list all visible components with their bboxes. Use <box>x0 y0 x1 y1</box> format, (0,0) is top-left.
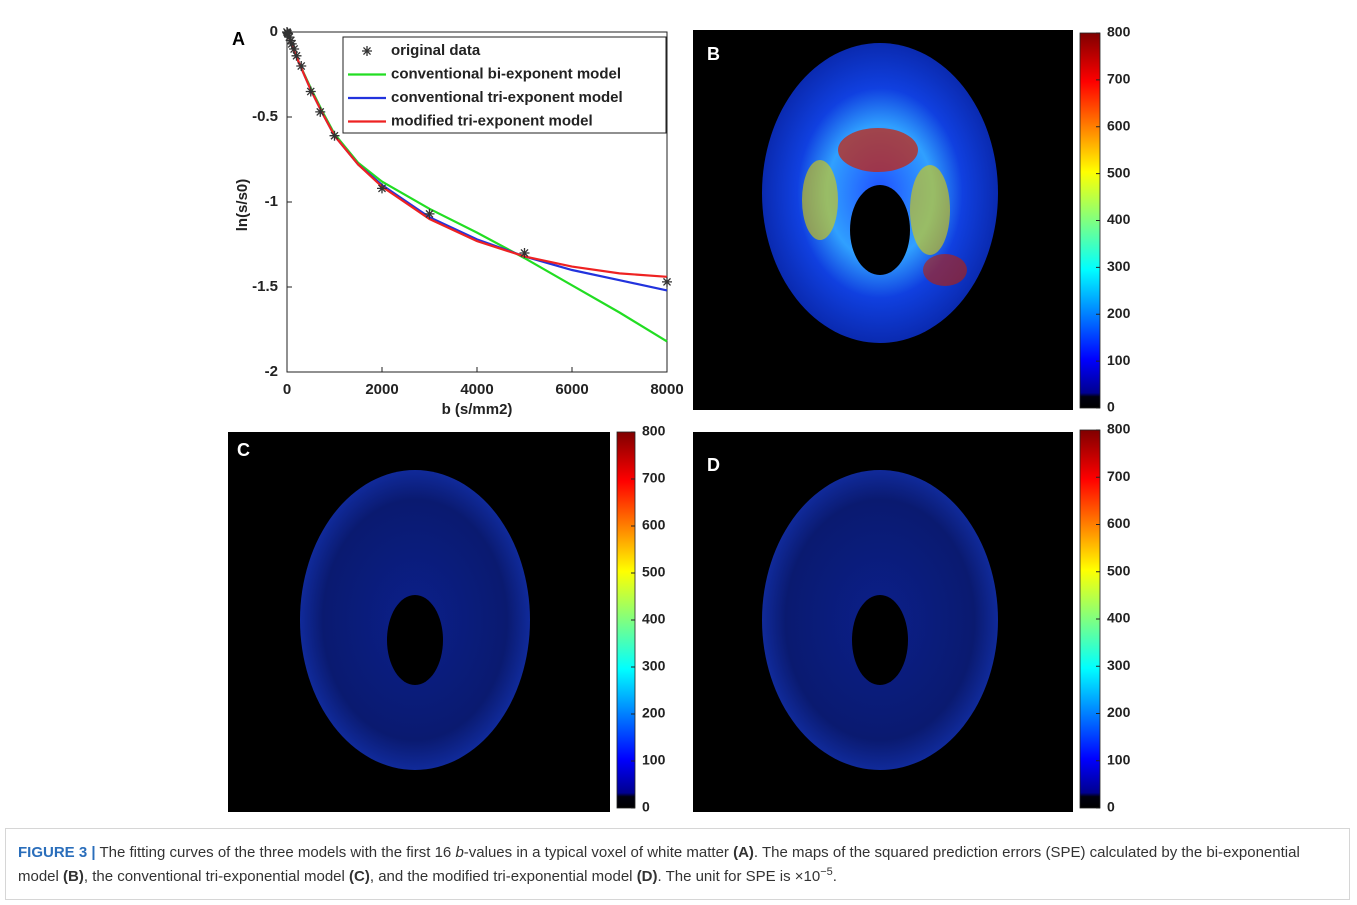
data-point <box>291 50 302 61</box>
y-tick-label: -1.5 <box>252 278 278 295</box>
x-axis-label: b (s/mm2) <box>442 401 513 418</box>
caption-text: . The maps of the squared prediction err… <box>18 844 1300 885</box>
legend: original data conventional bi-exponent mo… <box>342 36 667 134</box>
caption-text: (B) <box>63 868 84 885</box>
colorbar-tick-label: 100 <box>1107 352 1131 368</box>
legend-label: modified tri-exponent model <box>391 112 593 129</box>
data-point <box>286 38 297 49</box>
legend-label: conventional tri-exponent model <box>391 89 623 106</box>
colorbar-tick-label: 200 <box>1107 305 1131 321</box>
colorbar-tick-label: 500 <box>1107 164 1131 180</box>
colorbar-tick-label: 400 <box>1107 211 1131 227</box>
colorbar-tick-label: 700 <box>1107 468 1131 484</box>
caption-text: . <box>832 868 837 885</box>
caption: FIGURE 3 | The fitting curves of the thr… <box>18 841 1343 889</box>
colorbar-tick-label: 600 <box>1107 117 1131 133</box>
caption-text: (D) <box>636 868 658 885</box>
colorbar-tick-label: 100 <box>642 752 666 768</box>
colorbar-tick-label: 400 <box>1107 610 1131 626</box>
data-point <box>285 35 296 46</box>
figure: 0 2000 4000 6000 8000-2-1.5-1-0.50 original … <box>228 23 1131 815</box>
legend-marker <box>362 46 372 56</box>
colorbar-tick-label: 500 <box>642 564 666 580</box>
brain-detail <box>802 128 967 286</box>
caption-text: (A) <box>733 844 754 861</box>
panel-label: B <box>707 44 720 64</box>
data-point <box>296 61 307 71</box>
colorbar-tick-label: 0 <box>1107 799 1115 815</box>
data-point <box>519 248 530 258</box>
x-tick-label: 8000 <box>650 381 683 398</box>
caption-text: FIGURE 3 | <box>18 844 96 861</box>
plot-area: 0 2000 4000 6000 8000 -2 -1.5 -1 -0.5 0 <box>252 23 684 398</box>
caption-text: The fitting curves of the three models w… <box>95 844 456 861</box>
data-point <box>289 44 300 54</box>
colorbar-tick-label: 800 <box>1107 421 1131 437</box>
colorbar-tick-label: 300 <box>642 658 666 674</box>
y-tick-label: -0.5 <box>252 108 278 125</box>
x-tick-label: 4000 <box>460 381 493 398</box>
y-axis-label: ln(s/s0) <box>234 179 251 232</box>
panel-label: C <box>237 440 250 460</box>
panel-label: A <box>232 29 245 49</box>
data-point <box>329 130 340 141</box>
caption-text: -values in a typical voxel of white matt… <box>463 844 734 861</box>
panel-label: D <box>707 455 720 475</box>
colorbar-tick-label: 200 <box>1107 704 1131 720</box>
x-tick-label: 2000 <box>365 381 398 398</box>
brain-detail <box>387 595 443 685</box>
colorbar-tick-label: 200 <box>642 705 666 721</box>
colorbar-tick-label: 500 <box>1107 562 1131 578</box>
caption-text: , and the modified tri-exponential model <box>369 868 637 885</box>
colorbar-tick-label: 400 <box>642 611 666 627</box>
caption-text: (C) <box>349 868 370 885</box>
caption-text: . The unit for SPE is ×10 <box>657 868 821 885</box>
colorbar-tick-label: 300 <box>1107 258 1131 274</box>
colorbar-tick-label: 100 <box>1107 751 1131 767</box>
colorbar-tick-label: 600 <box>642 517 666 533</box>
legend-label: original data <box>391 42 481 59</box>
data-point <box>305 86 316 97</box>
data-point <box>662 276 672 287</box>
caption-text: , the conventional tri-exponential model <box>83 868 350 885</box>
brain-detail <box>852 595 908 685</box>
y-tick-label: -2 <box>265 363 278 380</box>
x-tick-label: 0 <box>283 381 291 398</box>
colorbar-tick-label: 0 <box>1107 399 1115 415</box>
data-point <box>282 28 293 39</box>
colorbar-tick-label: 0 <box>642 799 650 815</box>
colorbar-tick-label: 300 <box>1107 657 1131 673</box>
data-point <box>284 32 295 43</box>
legend-box <box>342 36 667 134</box>
colorbar-tick-label: 800 <box>1107 24 1131 40</box>
colorbar-tick-label: 700 <box>1107 71 1131 87</box>
y-tick-label: 0 <box>270 23 278 40</box>
data-point <box>315 106 326 117</box>
colorbar-tick-label: 700 <box>642 470 666 486</box>
caption-text: b <box>455 844 464 861</box>
colorbar-tick-label: 800 <box>642 423 666 439</box>
caption-box: FIGURE 3 | The fitting curves of the thr… <box>5 828 1350 900</box>
caption-text: −5 <box>820 866 833 878</box>
data-point <box>377 183 387 194</box>
legend-label: conventional bi-exponent model <box>391 65 621 82</box>
y-tick-label: -1 <box>265 193 278 210</box>
colorbar-tick-label: 600 <box>1107 515 1131 531</box>
x-tick-label: 6000 <box>555 381 588 398</box>
data-point <box>424 208 435 219</box>
